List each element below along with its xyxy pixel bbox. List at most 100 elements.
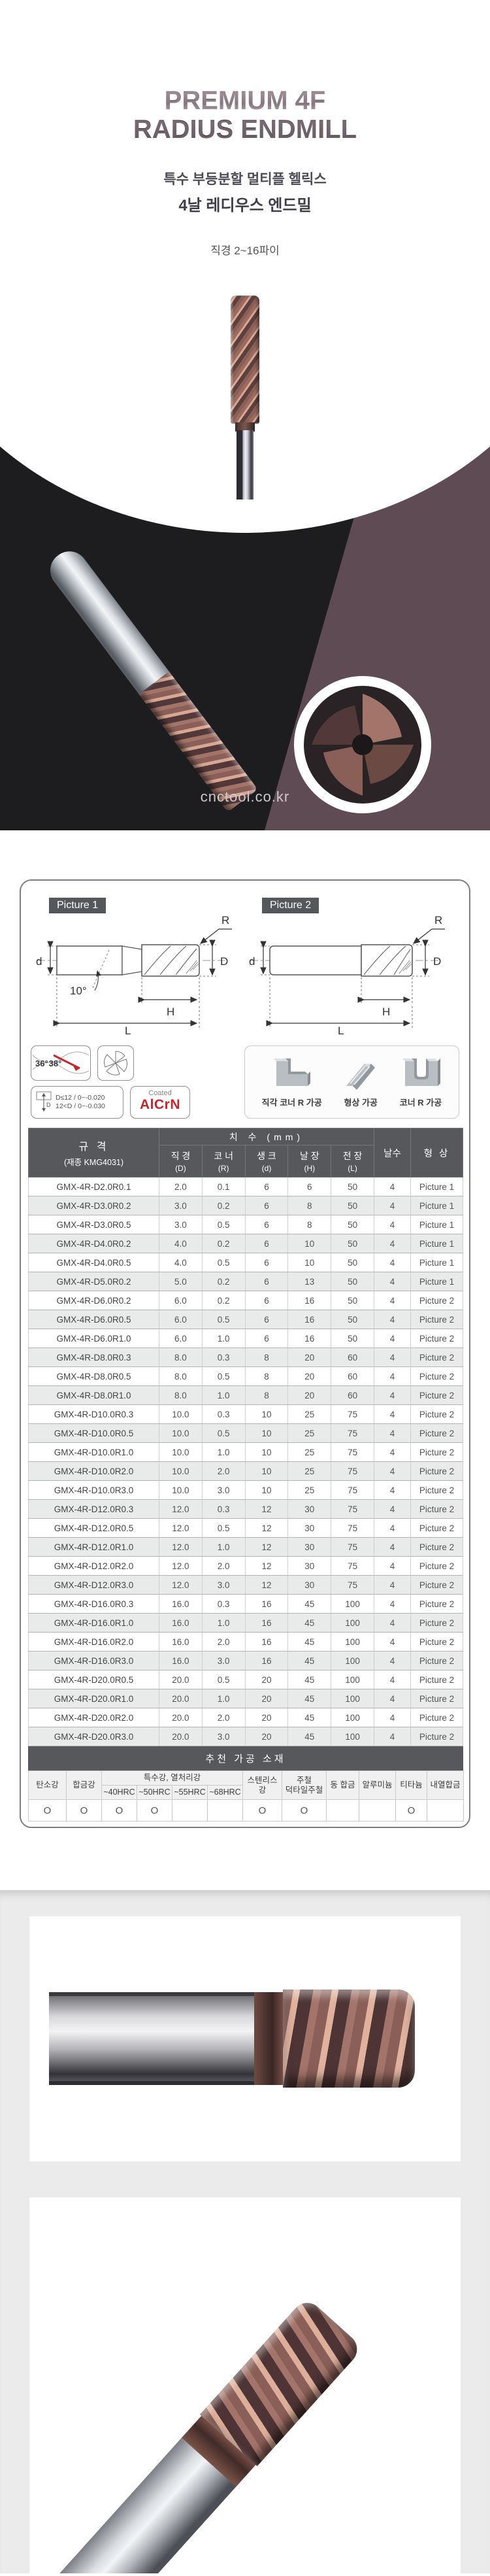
spec-table-cell: GMX-4R-D6.0R0.2 <box>28 1291 159 1310</box>
spec-table-cell: GMX-4R-D12.0R0.5 <box>28 1518 159 1538</box>
spec-table-cell: Picture 2 <box>410 1613 463 1633</box>
spec-table-row: GMX-4R-D3.0R0.2 3.0 0.2 6 8 50 4 Picture 1 <box>28 1196 463 1215</box>
spec-table-cell: 6 <box>245 1329 289 1348</box>
spec-table-cell: GMX-4R-D3.0R0.2 <box>28 1196 159 1215</box>
spec-table-cell: 2.0 <box>159 1177 203 1196</box>
spec-table-cell: 50 <box>331 1234 374 1253</box>
spec-table-cell: GMX-4R-D20.0R2.0 <box>28 1708 159 1727</box>
spec-table-cell: 100 <box>331 1689 374 1708</box>
spec-table-cell: 20 <box>287 1366 332 1386</box>
spec-table-cell: 4 <box>374 1177 411 1196</box>
spec-table-cell: 10.0 <box>159 1404 203 1424</box>
spec-table-cell: 1.0 <box>202 1537 246 1557</box>
mat-header-55hrc: ~55HRC <box>172 1785 208 1800</box>
mat-header-carbon-steel: 탄소강 <box>28 1771 67 1800</box>
spec-table-cell: 8 <box>287 1215 332 1234</box>
endmill-photo-card-1 <box>29 1916 461 2161</box>
spec-table-cell: 16 <box>287 1329 332 1348</box>
spec-table-cell: 75 <box>331 1499 374 1519</box>
svg-text:R: R <box>221 914 229 926</box>
spec-table: 규 격 (재종 KMG4031) 치 수 (mm) 날수 형 상 직 경 (D) … <box>28 1128 463 1746</box>
spec-table-cell: GMX-4R-D16.0R0.3 <box>28 1594 159 1614</box>
spec-table-cell: 0.3 <box>202 1347 246 1367</box>
spec-table-cell: 6 <box>245 1310 289 1329</box>
spec-table-cell: 0.2 <box>202 1196 246 1215</box>
svg-text:H: H <box>382 1006 390 1018</box>
material-suitability-cell <box>326 1799 360 1822</box>
u-channel-block-icon <box>402 1059 440 1086</box>
spec-table-cell: 16 <box>287 1310 332 1329</box>
spec-table-cell: 16.0 <box>159 1613 203 1633</box>
spec-header-flute-length: 날 장 (H) <box>287 1145 332 1178</box>
feature-icon-row: 36°38° <box>28 1045 462 1128</box>
spec-table-cell: GMX-4R-D12.0R2.0 <box>28 1556 159 1576</box>
spec-table-row: GMX-4R-D20.0R2.0 20.0 2.0 20 45 100 4 Picture 2 <box>28 1708 463 1727</box>
spec-table-cell: Picture 2 <box>410 1329 463 1348</box>
spec-table-cell: 1.0 <box>202 1385 246 1405</box>
material-suitability-cell: O <box>242 1799 283 1822</box>
spec-table-cell: 25 <box>287 1442 332 1462</box>
spec-header-diameter: 직 경 (D) <box>159 1145 203 1178</box>
spec-table-row: GMX-4R-D5.0R0.2 5.0 0.2 6 13 50 4 Picture 1 <box>28 1272 463 1291</box>
spec-table-cell: Picture 2 <box>410 1537 463 1557</box>
spec-table-cell: Picture 2 <box>410 1310 463 1329</box>
spec-table-cell: GMX-4R-D3.0R0.5 <box>28 1215 159 1234</box>
spec-table-cell: GMX-4R-D20.0R3.0 <box>28 1727 159 1746</box>
spec-table-cell: 75 <box>331 1442 374 1462</box>
spec-table-row: GMX-4R-D12.0R2.0 12.0 2.0 12 30 75 4 Picture 2 <box>28 1556 463 1576</box>
spec-table-cell: 60 <box>331 1366 374 1386</box>
mat-header-titanium: 티타늄 <box>395 1771 428 1800</box>
spec-table-cell: 0.5 <box>202 1253 246 1272</box>
spec-table-row: GMX-4R-D10.0R2.0 10.0 2.0 10 25 75 4 Picture 2 <box>28 1461 463 1481</box>
spec-table-cell: 20 <box>245 1689 289 1708</box>
spec-table-cell: 4 <box>374 1556 411 1576</box>
mat-header-aluminum: 알루미늄 <box>359 1771 397 1800</box>
spec-table-cell: GMX-4R-D12.0R1.0 <box>28 1537 159 1557</box>
spec-table-row: GMX-4R-D16.0R2.0 16.0 2.0 16 45 100 4 Picture 2 <box>28 1632 463 1652</box>
spec-table-cell: 100 <box>331 1613 374 1633</box>
spec-table-cell: 75 <box>331 1423 374 1443</box>
spec-table-cell: 5.0 <box>159 1272 203 1291</box>
spec-table-cell: 0.2 <box>202 1272 246 1291</box>
spec-table-cell: 0.5 <box>202 1670 246 1689</box>
spec-table-cell: 4 <box>374 1670 411 1689</box>
spec-table-cell: GMX-4R-D12.0R0.3 <box>28 1499 159 1519</box>
spec-table-cell: 4 <box>374 1575 411 1595</box>
spec-table-cell: 4 <box>374 1727 411 1746</box>
spec-table-cell: 0.3 <box>202 1594 246 1614</box>
spec-table-row: GMX-4R-D20.0R1.0 20.0 1.0 20 45 100 4 Picture 2 <box>28 1689 463 1708</box>
spec-table-cell: 16.0 <box>159 1632 203 1652</box>
machining-type-profile: 형상 가공 <box>342 1057 379 1108</box>
spec-table-cell: 0.5 <box>202 1366 246 1386</box>
spec-table-cell: 1.0 <box>202 1689 246 1708</box>
spec-table-cell: 6.0 <box>159 1310 203 1329</box>
spec-table-cell: 30 <box>287 1537 332 1557</box>
spec-table-cell: 4 <box>374 1632 411 1652</box>
spec-table-cell: Picture 2 <box>410 1556 463 1576</box>
spec-table-cell: 16 <box>245 1651 289 1670</box>
spec-table-cell: 12.0 <box>159 1556 203 1576</box>
spec-table-cell: 10.0 <box>159 1442 203 1462</box>
spec-table-cell: Picture 1 <box>410 1215 463 1234</box>
spec-table-cell: 8.0 <box>159 1347 203 1367</box>
spec-table-cell: 100 <box>331 1727 374 1746</box>
spec-table-cell: 45 <box>287 1727 332 1746</box>
spec-table-cell: 12.0 <box>159 1499 203 1519</box>
spec-table-cell: 20.0 <box>159 1689 203 1708</box>
spec-table-cell: 8 <box>245 1366 289 1386</box>
spec-table-cell: 50 <box>331 1329 374 1348</box>
spec-table-row: GMX-4R-D10.0R3.0 10.0 3.0 10 25 75 4 Picture 2 <box>28 1480 463 1500</box>
spec-table-cell: 20 <box>287 1347 332 1367</box>
spec-table-cell: 100 <box>331 1670 374 1689</box>
spec-table-row: GMX-4R-D20.0R0.5 20.0 0.5 20 45 100 4 Picture 2 <box>28 1670 463 1689</box>
spec-table-cell: 0.3 <box>202 1499 246 1519</box>
spec-table-cell: 60 <box>331 1347 374 1367</box>
spec-table-cell: 6.0 <box>159 1291 203 1310</box>
spec-table-cell: 4 <box>374 1385 411 1405</box>
material-suitability-cell: O <box>282 1799 327 1822</box>
spec-table-row: GMX-4R-D2.0R0.1 2.0 0.1 6 6 50 4 Picture 1 <box>28 1177 463 1196</box>
spec-table-cell: 12 <box>245 1499 289 1519</box>
spec-table-cell: 50 <box>331 1272 374 1291</box>
svg-text:d: d <box>249 955 255 968</box>
